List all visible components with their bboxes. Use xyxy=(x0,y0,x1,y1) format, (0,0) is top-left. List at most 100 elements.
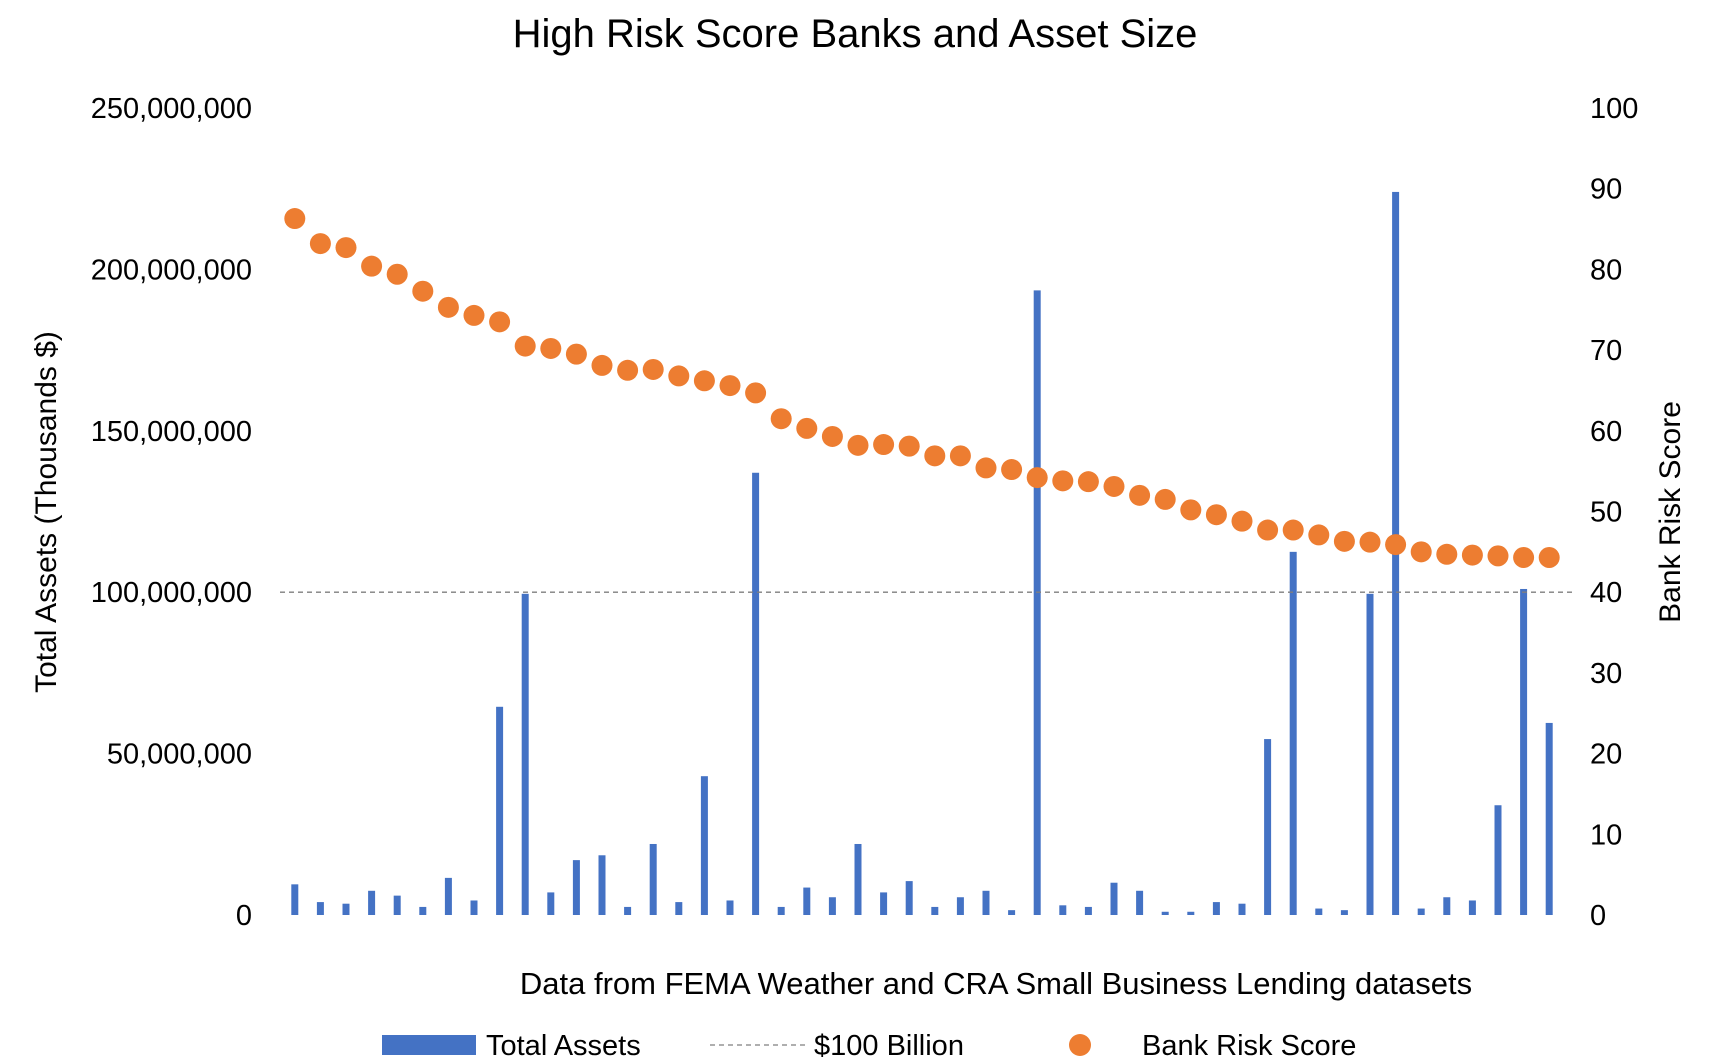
legend-line-label: $100 Billion xyxy=(814,1030,964,1062)
risk-score-point xyxy=(386,263,408,285)
y2-tick-label: 20 xyxy=(1590,739,1622,771)
risk-score-point xyxy=(1487,545,1509,567)
risk-score-point xyxy=(1410,541,1432,563)
y2-tick-label: 0 xyxy=(1590,900,1606,932)
risk-score-point xyxy=(1001,459,1023,481)
risk-score-point xyxy=(565,343,587,365)
bar xyxy=(368,890,376,915)
bar xyxy=(1033,290,1041,916)
bar xyxy=(1212,902,1220,915)
legend-bars-swatch xyxy=(382,1035,476,1055)
risk-score-point xyxy=(975,457,997,479)
risk-score-point xyxy=(335,237,357,259)
risk-score-point xyxy=(284,208,306,230)
bar xyxy=(1110,882,1118,915)
y-tick-label: 200,000,000 xyxy=(91,254,252,286)
bar xyxy=(393,895,401,915)
bar xyxy=(1366,593,1374,915)
y2-tick-label: 60 xyxy=(1590,416,1622,448)
risk-score-point xyxy=(309,233,331,255)
legend-bars-label: Total Assets xyxy=(486,1030,641,1062)
risk-score-point xyxy=(1026,467,1048,489)
bar xyxy=(342,903,350,915)
bar xyxy=(905,881,913,915)
y-tick-label: 150,000,000 xyxy=(91,416,252,448)
bar xyxy=(624,906,632,915)
y-tick-label: 50,000,000 xyxy=(107,739,252,771)
y2-axis-label: Bank Risk Score xyxy=(1654,401,1687,623)
risk-score-point xyxy=(668,365,690,387)
y2-tick-label: 90 xyxy=(1590,174,1622,206)
risk-score-series xyxy=(284,208,1560,568)
bar xyxy=(444,877,452,915)
left-axis-ticks: 0 50,000,000 100,000,000 150,000,000 200,000… xyxy=(91,93,252,932)
bar xyxy=(854,843,862,915)
bar xyxy=(726,900,734,915)
risk-score-point xyxy=(463,304,485,326)
risk-score-point xyxy=(1538,546,1560,568)
y-tick-label: 100,000,000 xyxy=(91,577,252,609)
bar xyxy=(1059,905,1067,915)
risk-score-point xyxy=(617,359,639,381)
bar-series xyxy=(291,191,1553,916)
risk-score-point xyxy=(949,445,971,467)
legend: Total Assets $100 Billion Bank Risk Scor… xyxy=(382,1030,1356,1062)
bar xyxy=(931,906,939,915)
risk-score-point xyxy=(719,375,741,397)
risk-score-point xyxy=(1513,546,1535,568)
bar xyxy=(956,897,964,915)
risk-score-point xyxy=(540,337,562,359)
y2-tick-label: 30 xyxy=(1590,658,1622,690)
y2-tick-label: 40 xyxy=(1590,577,1622,609)
bar xyxy=(1008,910,1016,915)
bar xyxy=(803,887,811,915)
risk-score-point xyxy=(361,255,383,277)
risk-score-point xyxy=(821,425,843,447)
right-axis-ticks: 0 10 20 30 40 50 60 70 80 90 100 xyxy=(1590,93,1638,932)
bar xyxy=(1520,588,1528,915)
legend-dots-label: Bank Risk Score xyxy=(1142,1030,1356,1062)
y-tick-label: 250,000,000 xyxy=(91,93,252,125)
bar xyxy=(1289,551,1297,915)
risk-score-point xyxy=(924,445,946,467)
bar xyxy=(700,776,708,915)
bar xyxy=(880,892,888,915)
risk-score-point xyxy=(1103,475,1125,497)
risk-score-point xyxy=(847,434,869,456)
risk-score-point xyxy=(412,280,434,302)
bar xyxy=(547,892,555,915)
bar xyxy=(1084,906,1092,915)
risk-score-point xyxy=(1077,471,1099,493)
risk-score-point xyxy=(591,354,613,376)
bar xyxy=(316,902,324,915)
bar xyxy=(1238,903,1246,915)
risk-score-point xyxy=(489,311,511,333)
risk-score-point xyxy=(642,358,664,380)
bar xyxy=(291,884,299,915)
risk-score-point xyxy=(1282,519,1304,541)
bar xyxy=(496,706,504,915)
risk-score-point xyxy=(1154,488,1176,510)
risk-score-point xyxy=(1257,519,1279,541)
risk-score-point xyxy=(1052,470,1074,492)
risk-score-point xyxy=(1180,499,1202,521)
risk-score-point xyxy=(1205,504,1227,526)
bar xyxy=(521,593,529,915)
bar xyxy=(1340,910,1348,915)
bar xyxy=(777,906,785,915)
risk-score-point xyxy=(514,335,536,357)
chart-title: High Risk Score Banks and Asset Size xyxy=(513,12,1198,56)
risk-score-point xyxy=(1461,544,1483,566)
risk-score-point xyxy=(745,382,767,404)
bar xyxy=(1136,890,1144,915)
bar xyxy=(1264,739,1272,915)
risk-score-point xyxy=(1385,534,1407,556)
bar xyxy=(1187,911,1195,915)
risk-score-point xyxy=(770,408,792,430)
bar xyxy=(572,860,580,915)
risk-score-point xyxy=(437,296,459,318)
bar xyxy=(675,902,683,915)
bar xyxy=(1443,897,1451,915)
y2-tick-label: 50 xyxy=(1590,497,1622,529)
